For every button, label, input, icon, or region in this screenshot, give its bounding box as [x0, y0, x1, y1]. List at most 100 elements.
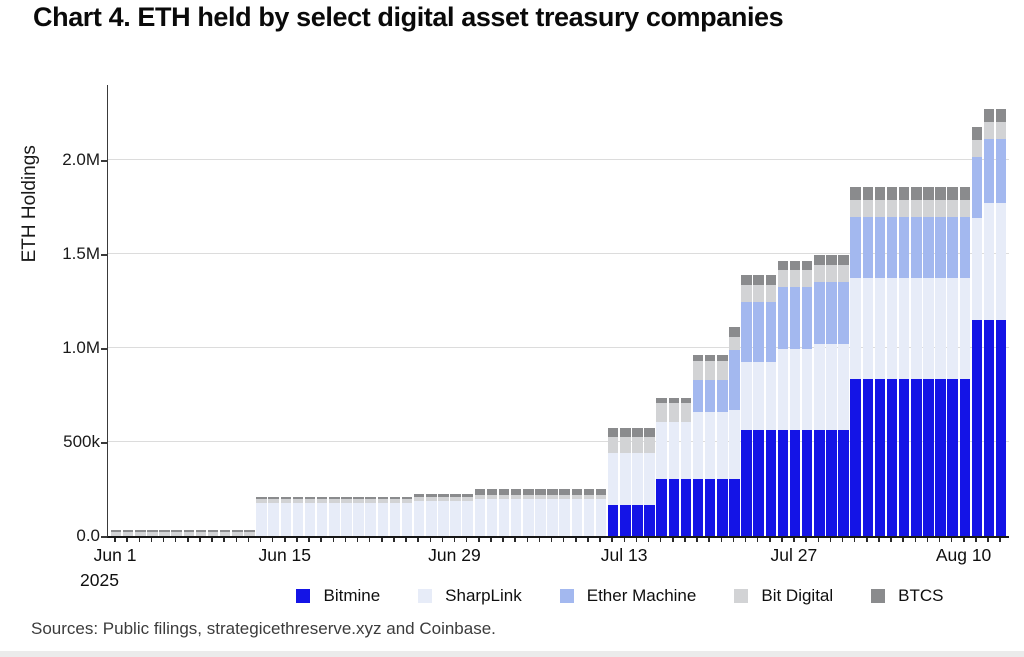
bar-segment-btcs — [620, 428, 631, 437]
bar-segment-sharplink — [595, 498, 607, 536]
bar-segment-btcs — [256, 496, 267, 500]
bar-segment-bit_digital — [559, 494, 570, 499]
bar-segment-btcs — [886, 186, 898, 201]
x-day-tick — [606, 538, 618, 543]
legend-label-ether_machine: Ether Machine — [586, 586, 697, 605]
bar-segment-btcs — [207, 529, 219, 533]
stacked-bar — [353, 496, 364, 536]
bar-segment-ether_machine — [898, 216, 910, 278]
x-day-tick — [170, 538, 182, 543]
x-day-tick — [679, 538, 691, 543]
bar-segment-btcs — [523, 489, 534, 495]
bar-segment-btcs — [147, 529, 158, 533]
stacked-bar — [171, 529, 182, 536]
stacked-bar — [207, 529, 219, 536]
bar-segment-sharplink — [692, 411, 704, 480]
legend-item-btcs: BTCS — [871, 586, 944, 606]
x-day-tick — [946, 538, 958, 543]
stacked-bar — [632, 428, 643, 536]
bar-segment-bit_digital — [353, 499, 364, 503]
stacked-bar — [656, 397, 667, 536]
bar-segment-bitmine — [789, 429, 801, 536]
bar-segment-bit_digital — [814, 264, 825, 282]
x-day-tick — [558, 538, 570, 543]
stacked-bar — [680, 397, 692, 536]
x-day-tick — [327, 538, 339, 543]
bar-segment-bit_digital — [535, 494, 546, 499]
x-day-tick — [740, 538, 752, 543]
legend-item-bitmine: Bitmine — [296, 586, 380, 606]
stacked-bar — [462, 494, 473, 536]
bar-segment-sharplink — [935, 278, 946, 380]
bar-segment-sharplink — [268, 502, 279, 536]
bar-segment-sharplink — [607, 452, 619, 506]
legend-item-bit_digital: Bit Digital — [734, 586, 833, 606]
bar-segment-sharplink — [874, 278, 886, 380]
gridline-1.0M — [108, 347, 1009, 349]
legend-swatch-bit_digital — [734, 589, 749, 603]
legend-swatch-sharplink — [418, 589, 433, 603]
bar-segment-bit_digital — [244, 532, 255, 536]
stacked-bar — [316, 496, 328, 536]
bar-segment-sharplink — [814, 344, 825, 430]
bar-segment-btcs — [413, 494, 425, 497]
x-axis-year-label: 2025 — [80, 570, 119, 590]
bar-segment-bit_digital — [304, 499, 316, 503]
bar-segment-ether_machine — [826, 281, 837, 345]
bar-segment-sharplink — [377, 502, 389, 536]
bar-segment-ether_machine — [814, 281, 825, 345]
x-day-tick — [242, 538, 254, 543]
bar-segment-btcs — [656, 397, 667, 404]
bar-segment-btcs — [838, 254, 849, 265]
bar-segment-sharplink — [801, 348, 813, 430]
bar-segment-sharplink — [571, 498, 583, 536]
bar-segment-bitmine — [923, 379, 934, 536]
bar-segment-bit_digital — [183, 532, 195, 536]
bar-segment-btcs — [644, 428, 655, 437]
bar-segment-btcs — [814, 254, 825, 265]
x-axis-day-ticks — [109, 538, 1006, 543]
x-tick-label: Aug 10 — [935, 545, 992, 565]
bar-segment-btcs — [923, 186, 934, 201]
x-day-tick — [570, 538, 582, 543]
stacked-bar — [983, 108, 995, 536]
bar-segment-sharplink — [280, 502, 292, 536]
bar-segment-sharplink — [401, 502, 413, 536]
x-day-tick — [194, 538, 206, 543]
bar-segment-sharplink — [316, 502, 328, 536]
stacked-bar — [947, 186, 958, 536]
bar-segment-bitmine — [874, 379, 886, 536]
bar-segment-btcs — [159, 529, 170, 533]
stacked-bar — [777, 260, 789, 536]
x-day-tick — [255, 538, 267, 543]
bar-segment-bitmine — [814, 429, 825, 536]
bar-segment-btcs — [947, 186, 958, 201]
bar-segment-bitmine — [680, 479, 692, 536]
x-day-tick — [800, 538, 812, 543]
stacked-bar — [256, 496, 267, 536]
bar-segment-bit_digital — [401, 499, 413, 503]
x-day-tick — [655, 538, 667, 543]
stacked-bar — [826, 254, 837, 536]
stacked-bar — [814, 254, 825, 536]
bar-segment-bit_digital — [607, 436, 619, 453]
bar-segment-btcs — [268, 496, 279, 500]
bar-segment-bitmine — [983, 319, 995, 536]
x-day-tick — [958, 538, 970, 543]
bar-segment-sharplink — [329, 502, 340, 536]
x-tick-label: Jun 15 — [258, 545, 312, 565]
bar-segment-bitmine — [862, 379, 874, 536]
y-tick-mark — [101, 254, 107, 256]
stacked-bar — [377, 496, 389, 536]
bar-segment-ether_machine — [850, 216, 861, 278]
x-day-tick — [121, 538, 133, 543]
stacked-bar — [450, 494, 461, 536]
bar-segment-sharplink — [450, 500, 461, 536]
stacked-bar — [971, 127, 983, 536]
x-day-tick — [764, 538, 776, 543]
bar-segment-ether_machine — [704, 379, 716, 412]
bar-segment-bit_digital — [523, 494, 534, 499]
bar-segment-sharplink — [353, 502, 364, 536]
bar-segment-bitmine — [959, 379, 971, 536]
bar-segment-bit_digital — [620, 436, 631, 453]
